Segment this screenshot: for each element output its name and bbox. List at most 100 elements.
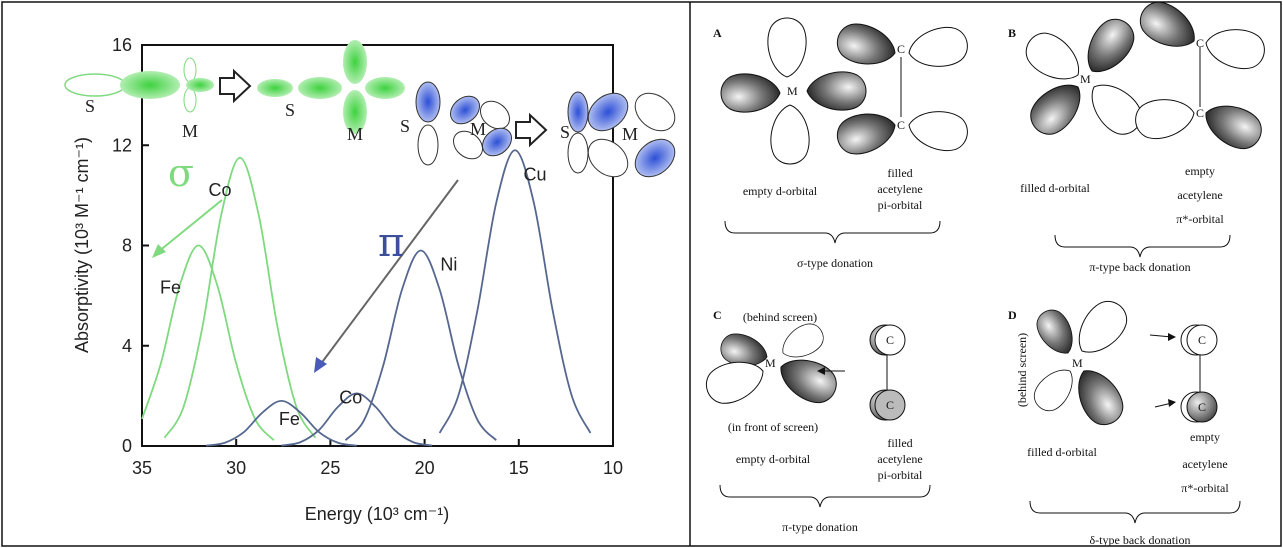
caption: filled xyxy=(887,166,912,180)
hollow-arrow xyxy=(516,115,546,145)
panel-letter: D xyxy=(1008,308,1017,322)
absorption-curve xyxy=(165,158,316,438)
x-tick-label: 15 xyxy=(509,458,529,478)
orbital-lobe xyxy=(184,58,196,82)
caption: acetylene xyxy=(877,182,922,196)
orbital-lobe xyxy=(1198,96,1268,156)
x-tick-label: 30 xyxy=(226,458,246,478)
atom-label: C xyxy=(1198,333,1206,347)
caption: acetylene xyxy=(877,452,922,466)
orbital-lobe xyxy=(418,125,438,165)
caption: pi-orbital xyxy=(878,468,923,482)
orbital-lobe xyxy=(833,19,900,71)
pi-arrow xyxy=(320,180,458,365)
orbital-lobe xyxy=(906,106,971,154)
orbital-lobe xyxy=(1203,24,1268,72)
arrow-head xyxy=(1168,399,1176,407)
atom-label: M xyxy=(1072,356,1083,370)
orbital-lobe xyxy=(771,105,809,164)
absorption-curve xyxy=(142,246,274,441)
orbital-lobe xyxy=(298,77,342,99)
series-label: Fe xyxy=(160,278,181,298)
orbital-label: M xyxy=(182,121,198,141)
atom-label: C xyxy=(886,333,894,347)
atom-label: C xyxy=(1198,400,1206,414)
orbital-lobe xyxy=(773,350,843,410)
panel-c: C (behind screen) M C C (in front of scr… xyxy=(701,308,930,534)
caption: π*-orbital xyxy=(1176,212,1224,226)
orbital-label: M xyxy=(470,119,486,139)
caption: empty d-orbital xyxy=(736,452,811,466)
sigma-label: σ xyxy=(168,151,194,195)
brace xyxy=(725,221,940,243)
caption: filled d-orbital xyxy=(1027,445,1097,459)
atom-label: M xyxy=(765,356,776,370)
panel-title: π-type back donation xyxy=(1089,260,1190,274)
y-tick-label: 12 xyxy=(112,135,132,155)
orbital-lobe xyxy=(568,92,588,132)
y-tick-label: 16 xyxy=(112,35,132,55)
caption: empty xyxy=(1190,430,1220,444)
hollow-arrow xyxy=(220,71,250,101)
series-label: Co xyxy=(208,180,231,200)
series-label: Cu xyxy=(524,164,547,184)
x-tick-label: 25 xyxy=(320,458,340,478)
orbital-lobe xyxy=(1133,94,1198,142)
series-label: Co xyxy=(339,387,362,407)
atom-label: C xyxy=(897,118,905,132)
orbital-lobe xyxy=(120,71,180,99)
note: (in front of screen) xyxy=(728,420,818,434)
x-axis-title: Energy (10³ cm⁻¹) xyxy=(305,504,450,524)
orbital-label: M xyxy=(622,124,638,144)
orbital-lobe xyxy=(1067,361,1130,431)
orbital-lobe xyxy=(906,24,971,72)
orbital-lobe xyxy=(807,72,866,110)
brace xyxy=(1055,235,1230,257)
orbital-lobe xyxy=(416,82,440,122)
caption: acetylene xyxy=(1177,188,1222,202)
orbital-lobe xyxy=(1019,25,1089,90)
chart: Energy (10³ cm⁻¹) Absorptivity (10³ M⁻¹ … xyxy=(65,35,682,524)
atom-label: C xyxy=(897,42,905,56)
orbital-label: M xyxy=(347,124,363,144)
caption: pi-orbital xyxy=(878,198,923,212)
orbital-lobe xyxy=(776,318,829,365)
absorption-curve xyxy=(345,251,496,441)
arrow-head xyxy=(1168,333,1176,341)
pi-label: π xyxy=(378,220,404,266)
x-tick-label: 20 xyxy=(415,458,435,478)
panel-title: δ-type back donation xyxy=(1090,533,1191,547)
atom-label: C xyxy=(1196,36,1204,50)
caption: π*-orbital xyxy=(1181,481,1229,495)
series-label: Fe xyxy=(279,409,300,429)
panel-letter: B xyxy=(1008,26,1016,40)
orbital-lobe xyxy=(365,77,405,99)
caption: empty xyxy=(1185,164,1215,178)
orbital-lobe xyxy=(343,40,367,84)
panel-a: A M C C empty d-orbital filled acetylene… xyxy=(713,18,970,270)
y-axis-title: Absorptivity (10³ M⁻¹ cm⁻¹) xyxy=(72,137,92,353)
caption: filled xyxy=(887,436,912,450)
y-tick-label: 8 xyxy=(122,236,132,256)
orbital-lobe xyxy=(1080,73,1149,142)
orbital-lobe xyxy=(721,74,780,112)
atom-label: C xyxy=(886,398,894,412)
orbital-lobe xyxy=(1031,304,1081,360)
panel-letter: A xyxy=(713,26,722,40)
brace xyxy=(1030,501,1240,523)
absorption-curve xyxy=(440,150,591,433)
y-tick-label: 4 xyxy=(122,336,132,356)
orbital-label: S xyxy=(285,100,295,120)
sigma-orbitals: S M S M xyxy=(65,40,405,144)
sigma-arrow xyxy=(158,200,222,252)
x-tick-label: 10 xyxy=(603,458,623,478)
orbital-lobe xyxy=(1133,0,1203,58)
orbital-lobe xyxy=(186,78,214,92)
orbital-lobe xyxy=(257,79,293,97)
series-label: Ni xyxy=(440,255,457,275)
orbital-lobe xyxy=(1067,294,1134,364)
caption: filled d-orbital xyxy=(1020,181,1090,195)
note: (behind screen) xyxy=(743,310,817,324)
x-tick-label: 35 xyxy=(132,458,152,478)
orbital-lobe xyxy=(568,133,588,173)
